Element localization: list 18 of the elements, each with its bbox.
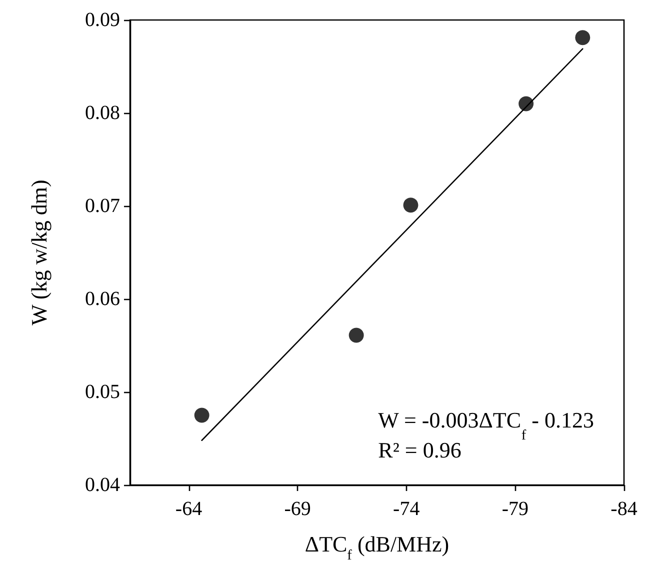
y-tick-label: 0.05 bbox=[85, 381, 120, 403]
y-tick-label: 0.04 bbox=[85, 474, 120, 496]
x-tick-label: -84 bbox=[610, 498, 638, 520]
annotation: R² = 0.96 bbox=[378, 438, 462, 462]
point bbox=[575, 30, 590, 46]
point bbox=[194, 408, 210, 423]
y-tick-label: 0.09 bbox=[85, 9, 120, 31]
x-tick-label: -64 bbox=[175, 498, 202, 520]
point bbox=[348, 328, 364, 343]
x-tick-label: -79 bbox=[502, 498, 529, 520]
y-tick-label: 0.08 bbox=[85, 102, 120, 124]
y-tick-label: 0.06 bbox=[85, 288, 120, 310]
point bbox=[403, 198, 418, 213]
y-axis-title: W (kg w/kg dm) bbox=[26, 180, 52, 326]
x-tick-label: -74 bbox=[393, 498, 420, 520]
point bbox=[518, 96, 534, 112]
x-tick-label: -69 bbox=[284, 498, 311, 520]
y-tick-label: 0.07 bbox=[85, 195, 120, 217]
